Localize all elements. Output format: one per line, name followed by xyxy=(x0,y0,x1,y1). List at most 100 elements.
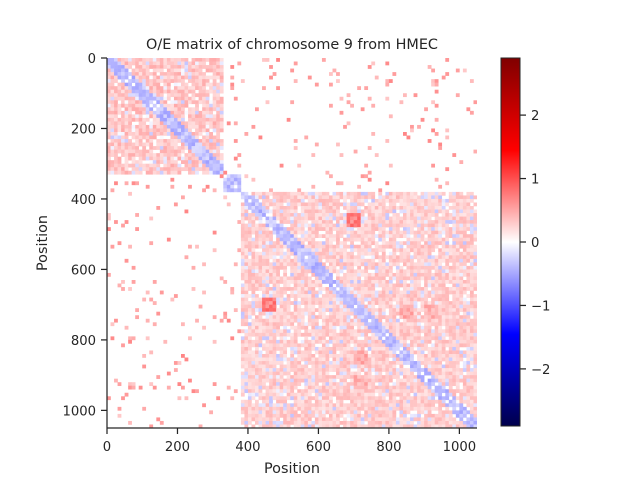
heatmap-cell xyxy=(381,343,386,348)
heatmap-cell xyxy=(388,318,393,323)
heatmap-cell xyxy=(329,382,333,387)
heatmap-cell xyxy=(251,202,256,207)
heatmap-cell xyxy=(276,378,280,383)
heatmap-cell xyxy=(244,308,249,313)
heatmap-cell xyxy=(170,177,175,182)
heatmap-cell xyxy=(293,241,298,246)
heatmap-cell xyxy=(388,202,393,207)
heatmap-cell xyxy=(438,392,443,397)
heatmap-cell xyxy=(441,308,446,313)
heatmap-cell xyxy=(272,301,277,305)
heatmap-cell xyxy=(304,325,309,330)
heatmap-cell xyxy=(304,346,309,351)
heatmap-cell xyxy=(272,378,277,383)
heatmap-cell xyxy=(216,65,221,69)
heatmap-cell xyxy=(276,315,280,320)
heatmap-cell xyxy=(381,322,386,327)
heatmap-cell xyxy=(311,283,316,288)
heatmap-cell xyxy=(237,220,242,224)
heatmap-cell xyxy=(233,156,238,161)
heatmap-cell xyxy=(438,410,443,415)
heatmap-cell xyxy=(128,149,132,154)
heatmap-cell xyxy=(388,191,393,196)
heatmap-cell xyxy=(346,371,351,376)
heatmap-cell xyxy=(262,403,266,408)
heatmap-cell xyxy=(321,227,326,231)
heatmap-cell xyxy=(265,413,270,418)
heatmap-cell xyxy=(209,160,214,165)
heatmap-cell xyxy=(438,294,443,298)
heatmap-cell xyxy=(145,72,150,76)
heatmap-cell xyxy=(212,89,217,94)
heatmap-cell xyxy=(427,403,432,408)
heatmap-cell xyxy=(374,297,379,302)
heatmap-cell xyxy=(255,364,259,369)
heatmap-cell xyxy=(191,124,196,129)
heatmap-cell xyxy=(244,283,249,288)
heatmap-cell xyxy=(357,329,362,334)
heatmap-cell xyxy=(286,216,291,221)
heatmap-cell xyxy=(388,276,393,281)
heatmap-cell xyxy=(300,368,305,372)
heatmap-cell xyxy=(247,287,252,291)
heatmap-cell xyxy=(360,213,365,217)
heatmap-cell xyxy=(410,287,414,291)
heatmap-cell xyxy=(279,297,284,302)
heatmap-cell xyxy=(417,311,421,316)
heatmap-cell xyxy=(152,128,157,133)
heatmap-cell xyxy=(441,248,446,253)
heatmap-cell xyxy=(353,206,358,210)
heatmap-cell xyxy=(325,213,330,217)
heatmap-cell xyxy=(314,209,319,214)
heatmap-cell xyxy=(311,280,316,284)
heatmap-cell xyxy=(325,280,330,284)
heatmap-cell xyxy=(258,280,263,284)
heatmap-cell xyxy=(209,121,214,126)
heatmap-cell xyxy=(191,100,196,105)
heatmap-cell xyxy=(145,75,150,80)
heatmap-cell xyxy=(459,339,464,344)
heatmap-cell xyxy=(371,248,376,253)
heatmap-cell xyxy=(279,311,284,316)
heatmap-cell xyxy=(392,220,397,224)
heatmap-cell xyxy=(128,142,132,147)
heatmap-cell xyxy=(191,139,196,143)
heatmap-cell xyxy=(166,114,171,119)
heatmap-cell xyxy=(410,399,414,404)
heatmap-cell xyxy=(392,350,397,355)
heatmap-cell xyxy=(392,325,397,330)
heatmap-cell xyxy=(258,368,263,372)
heatmap-cell xyxy=(459,290,464,295)
heatmap-cell xyxy=(459,251,464,256)
heatmap-cell xyxy=(406,294,411,298)
heatmap-cell xyxy=(121,89,125,94)
heatmap-cell xyxy=(240,385,245,390)
heatmap-cell xyxy=(142,100,147,105)
heatmap-cell xyxy=(399,276,404,281)
heatmap-cell xyxy=(346,406,351,411)
heatmap-cell xyxy=(255,230,259,235)
heatmap-cell xyxy=(300,396,305,401)
heatmap-cell xyxy=(311,410,316,415)
heatmap-cell xyxy=(307,315,312,320)
heatmap-cell xyxy=(283,262,288,267)
heatmap-cell xyxy=(244,258,249,263)
heatmap-cell xyxy=(420,403,425,408)
heatmap-cell xyxy=(138,139,143,143)
heatmap-cell xyxy=(431,329,436,334)
heatmap-cell xyxy=(121,103,125,108)
heatmap-cell xyxy=(413,265,418,270)
heatmap-cell xyxy=(445,72,450,76)
heatmap-cell xyxy=(448,343,453,348)
heatmap-cell xyxy=(258,237,263,242)
heatmap-cell xyxy=(188,89,192,94)
heatmap-cell xyxy=(114,135,118,140)
heatmap-cell xyxy=(300,230,305,235)
heatmap-cell xyxy=(265,385,270,390)
heatmap-cell xyxy=(107,72,111,76)
heatmap-cell xyxy=(219,153,224,157)
heatmap-cell xyxy=(420,202,425,207)
heatmap-cell xyxy=(290,248,295,253)
heatmap-cell xyxy=(279,385,284,390)
heatmap-cell xyxy=(251,375,256,379)
